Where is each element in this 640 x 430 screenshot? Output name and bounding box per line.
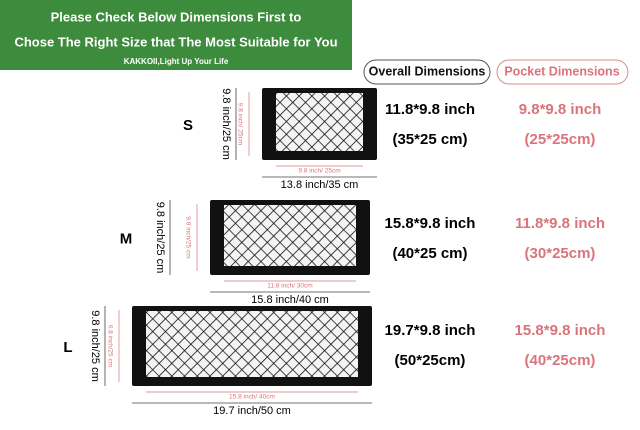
overall-cm: (35*25 cm) — [392, 131, 467, 148]
size-label: M — [120, 230, 133, 247]
height-label: 9.8 inch/25 cm — [89, 310, 101, 382]
net-mesh — [276, 93, 363, 151]
pocket-width: 15.8 inch/ 40cm — [229, 394, 275, 401]
header-box — [363, 59, 491, 85]
banner-line: Chose The Right Size that The Most Suita… — [14, 34, 337, 49]
net-mesh — [224, 205, 356, 266]
pocket-inch: 11.8*9.8 inch — [515, 215, 605, 232]
net-mesh — [146, 311, 358, 377]
pocket-inch: 9.8*9.8 inch — [519, 101, 602, 118]
overall-inch: 15.8*9.8 inch — [385, 215, 476, 232]
overall-cm: (40*25 cm) — [392, 245, 467, 262]
pocket-height: 9.8 inch/25 cm — [184, 216, 191, 258]
width-label: 19.7 inch/50 cm — [213, 405, 291, 417]
overall-inch: 11.8*9.8 inch — [385, 101, 475, 118]
height-label: 9.8 inch/25 cm — [220, 88, 232, 160]
banner-line: Please Check Below Dimensions First to — [51, 9, 302, 24]
overall-inch: 19.7*9.8 inch — [385, 322, 476, 339]
pocket-cm: (40*25cm) — [525, 352, 596, 369]
width-label: 15.8 inch/40 cm — [251, 294, 329, 306]
pocket-cm: (25*25cm) — [525, 131, 596, 148]
height-label: 9.8 inch/25 cm — [154, 202, 166, 274]
pocket-width: 9.8 inch/ 25cm — [298, 168, 340, 175]
overall-cm: (50*25cm) — [395, 352, 466, 369]
pocket-height: 9.8 inch/25 cm — [106, 325, 113, 367]
width-label: 13.8 inch/35 cm — [281, 179, 359, 191]
size-label: S — [183, 117, 193, 134]
header: Pocket Dimensions — [504, 64, 619, 78]
pocket-cm: (30*25cm) — [525, 245, 596, 262]
size-label: L — [63, 339, 72, 356]
header: Overall Dimensions — [369, 64, 486, 78]
pocket-width: 11.8 inch/ 30cm — [267, 283, 312, 290]
banner — [0, 0, 352, 70]
pocket-inch: 15.8*9.8 inch — [515, 322, 606, 339]
brand: KAKKOII,Light Up Your Life — [124, 57, 229, 66]
header-box — [496, 59, 629, 85]
pocket-height: 9.8 inch/ 25cm — [236, 103, 243, 145]
